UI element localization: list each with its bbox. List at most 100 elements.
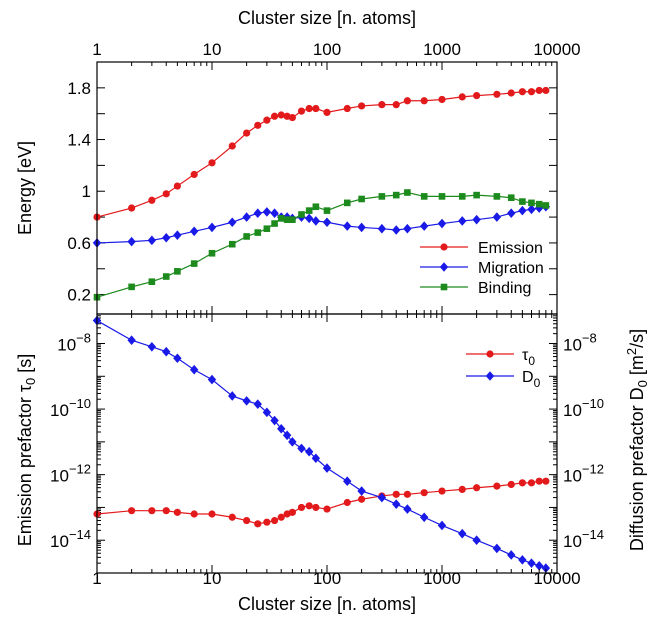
top-panel: 0.2 0.6 1 1.4 1.8 Emission Migration Binding bbox=[67, 79, 557, 305]
data-point bbox=[228, 513, 236, 521]
data-point bbox=[357, 222, 366, 233]
data-point bbox=[162, 346, 171, 357]
data-point bbox=[311, 216, 321, 226]
data-point bbox=[528, 199, 535, 207]
data-point bbox=[472, 214, 481, 225]
data-point bbox=[243, 233, 250, 240]
data-point bbox=[312, 203, 320, 211]
data-point bbox=[242, 396, 251, 406]
data-point bbox=[263, 225, 271, 233]
data-point bbox=[542, 477, 550, 485]
top-x-axis: 1 10 100 1000 10000 bbox=[92, 40, 581, 314]
legend-label: D0 bbox=[522, 369, 541, 390]
data-point bbox=[323, 505, 331, 513]
top-x-tick-label: 1000 bbox=[423, 40, 461, 59]
data-point bbox=[253, 208, 262, 218]
data-point bbox=[493, 90, 501, 98]
data-point bbox=[485, 371, 495, 381]
data-point bbox=[343, 498, 351, 507]
data-point bbox=[305, 104, 313, 113]
bottom-x-tick-label: 100 bbox=[313, 569, 341, 588]
data-point bbox=[127, 236, 136, 247]
data-point bbox=[358, 102, 366, 110]
data-point bbox=[189, 364, 199, 375]
data-point bbox=[277, 215, 285, 222]
data-point bbox=[173, 353, 182, 364]
data-point bbox=[458, 485, 466, 493]
data-point bbox=[377, 223, 387, 234]
energy-tick-label: 1 bbox=[82, 182, 91, 201]
data-point bbox=[304, 213, 314, 224]
data-point bbox=[518, 205, 527, 216]
bottom-x-tick-label: 1000 bbox=[423, 569, 461, 588]
data-point bbox=[242, 212, 251, 222]
data-point bbox=[173, 230, 182, 240]
energy-tick-label: 0.2 bbox=[67, 286, 91, 305]
data-point bbox=[378, 101, 386, 109]
data-point bbox=[270, 415, 279, 426]
top-x-tick-label: 100 bbox=[313, 40, 341, 59]
top-x-tick-label: 1 bbox=[92, 40, 101, 59]
right-prefactor-tick-label: 10−14 bbox=[563, 527, 604, 551]
data-point bbox=[507, 194, 515, 201]
data-point bbox=[262, 407, 272, 418]
data-point bbox=[458, 216, 467, 226]
data-point bbox=[162, 273, 170, 280]
data-point bbox=[378, 193, 386, 200]
data-point bbox=[148, 196, 156, 204]
data-point bbox=[297, 443, 306, 454]
data-point bbox=[493, 193, 501, 200]
data-point bbox=[173, 182, 181, 190]
data-point bbox=[343, 221, 352, 231]
data-point bbox=[174, 268, 181, 275]
data-point bbox=[189, 226, 199, 237]
data-point bbox=[419, 512, 429, 523]
data-point bbox=[148, 507, 156, 515]
energy-tick-label: 1.8 bbox=[67, 79, 91, 98]
data-point bbox=[323, 108, 331, 116]
top-x-tick-label: 10000 bbox=[533, 40, 580, 59]
data-point bbox=[438, 95, 446, 104]
data-point bbox=[288, 437, 297, 447]
data-point bbox=[392, 225, 401, 235]
data-point bbox=[440, 283, 448, 291]
data-point bbox=[472, 535, 481, 546]
d0-series-line bbox=[96, 320, 547, 569]
migration-series-line bbox=[96, 206, 546, 244]
energy-tick-label: 0.6 bbox=[67, 234, 91, 253]
data-point bbox=[277, 513, 285, 521]
left-prefactor-tick-label: 10−12 bbox=[50, 462, 91, 486]
data-point bbox=[127, 335, 136, 346]
data-point bbox=[458, 193, 466, 200]
data-point bbox=[403, 97, 411, 105]
data-point bbox=[542, 202, 550, 209]
diffusion-prefactor-axis-title: Diffusion prefactor D0 [m2/s] bbox=[624, 329, 650, 551]
data-point bbox=[162, 190, 170, 198]
data-point bbox=[527, 88, 536, 96]
data-point bbox=[518, 555, 527, 565]
data-point bbox=[207, 222, 217, 233]
data-point bbox=[534, 560, 544, 571]
data-point bbox=[254, 121, 262, 129]
data-point bbox=[420, 489, 428, 497]
data-point bbox=[322, 463, 332, 473]
bottom-x-tick-label: 10 bbox=[203, 569, 222, 588]
data-point bbox=[208, 510, 216, 518]
data-point bbox=[304, 446, 314, 457]
data-point bbox=[312, 104, 320, 113]
data-point bbox=[190, 170, 198, 179]
data-point bbox=[437, 218, 447, 229]
data-point bbox=[403, 504, 412, 514]
data-point bbox=[254, 229, 262, 236]
data-point bbox=[162, 232, 171, 243]
legend-label: Migration bbox=[478, 260, 544, 277]
data-point bbox=[507, 89, 515, 97]
data-point bbox=[228, 240, 236, 248]
data-point bbox=[493, 482, 501, 490]
data-point bbox=[270, 208, 279, 218]
data-point bbox=[270, 516, 279, 525]
data-point bbox=[419, 221, 429, 231]
data-point bbox=[541, 563, 551, 573]
data-point bbox=[277, 111, 285, 119]
left-prefactor-tick-label: 10−14 bbox=[50, 527, 91, 551]
